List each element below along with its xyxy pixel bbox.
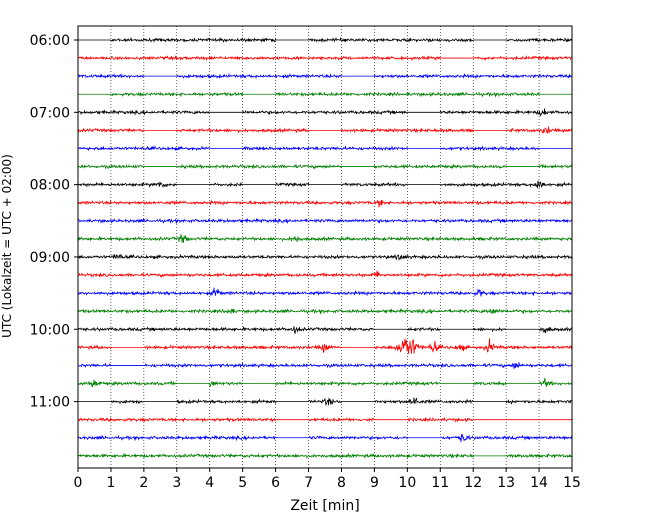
trace-row	[78, 397, 573, 407]
y-tick-label: 08:00	[30, 178, 70, 194]
trace-line	[77, 308, 573, 315]
trace-row	[77, 377, 573, 388]
x-tick-label: 11	[431, 475, 449, 491]
y-tick-label: 09:00	[30, 250, 70, 266]
trace-line	[77, 217, 573, 225]
y-axis-label: UTC (Lokalzeit = UTC + 02:00)	[0, 154, 14, 338]
trace-row	[77, 233, 573, 243]
trace-row	[78, 36, 573, 44]
trace-row	[77, 452, 573, 459]
x-tick-label: 8	[337, 475, 346, 491]
y-tick-label: 06:00	[30, 33, 70, 49]
x-axis-ticks: 0 1 2 3 4 5 6 7 8 9 10 11 12 13 14 15	[74, 468, 581, 491]
trace-row	[77, 253, 573, 262]
trace-line	[77, 163, 573, 170]
seismogram-traces	[77, 36, 573, 459]
plot-frame	[77, 25, 573, 469]
trace-row	[77, 434, 573, 443]
trace-row	[77, 126, 573, 134]
trace-line	[77, 55, 573, 62]
trace-line	[77, 452, 573, 459]
trace-row	[77, 145, 573, 152]
y-axis-ticks: 06:00 07:00 08:00 09:00 10:00 11:00	[30, 33, 78, 411]
trace-line	[77, 325, 573, 334]
trace-row	[77, 338, 573, 354]
x-tick-label: 9	[370, 475, 379, 491]
trace-line	[77, 233, 573, 243]
y-tick-label: 11:00	[30, 395, 70, 411]
trace-row	[77, 72, 573, 80]
x-tick-label: 3	[172, 475, 181, 491]
trace-row	[77, 287, 573, 297]
trace-row	[77, 55, 573, 62]
y-tick-label: 10:00	[30, 322, 70, 338]
x-tick-label: 4	[205, 475, 214, 491]
trace-row	[78, 91, 573, 98]
trace-row	[77, 308, 573, 315]
trace-line	[77, 72, 573, 80]
trace-row	[77, 270, 573, 279]
x-tick-label: 10	[398, 475, 416, 491]
x-tick-label: 15	[563, 475, 581, 491]
trace-line	[77, 126, 573, 134]
y-axis-label-text: UTC (Lokalzeit = UTC + 02:00)	[0, 154, 14, 338]
x-tick-label: 5	[238, 475, 247, 491]
trace-row	[77, 416, 573, 423]
x-axis-label-text: Zeit [min]	[290, 498, 359, 514]
trace-line	[77, 108, 573, 117]
trace-row	[77, 199, 573, 208]
x-tick-label: 2	[139, 475, 148, 491]
trace-row	[77, 217, 573, 225]
trace-line	[77, 145, 573, 152]
trace-line	[77, 338, 573, 354]
x-tick-label: 0	[74, 475, 83, 491]
x-tick-label: 14	[530, 475, 548, 491]
trace-line	[77, 434, 573, 443]
x-axis-label: Zeit [min]	[290, 498, 359, 514]
trace-row	[77, 180, 573, 189]
x-tick-label: 12	[464, 475, 482, 491]
trace-line	[77, 362, 573, 370]
x-tick-label: 7	[304, 475, 313, 491]
trace-row	[77, 325, 573, 334]
trace-line	[77, 377, 573, 388]
trace-line	[77, 416, 573, 423]
trace-line	[77, 253, 573, 262]
trace-row	[77, 362, 573, 370]
x-tick-label: 6	[271, 475, 280, 491]
trace-line	[78, 36, 573, 44]
trace-row	[77, 108, 573, 117]
x-tick-label: 13	[497, 475, 515, 491]
trace-line	[77, 287, 573, 297]
trace-line	[78, 397, 573, 407]
trace-line	[77, 270, 573, 279]
trace-line	[77, 180, 573, 189]
x-tick-label: 1	[106, 475, 115, 491]
trace-line	[77, 199, 573, 208]
trace-line	[78, 91, 573, 98]
trace-row	[77, 163, 573, 170]
y-tick-label: 07:00	[30, 105, 70, 121]
